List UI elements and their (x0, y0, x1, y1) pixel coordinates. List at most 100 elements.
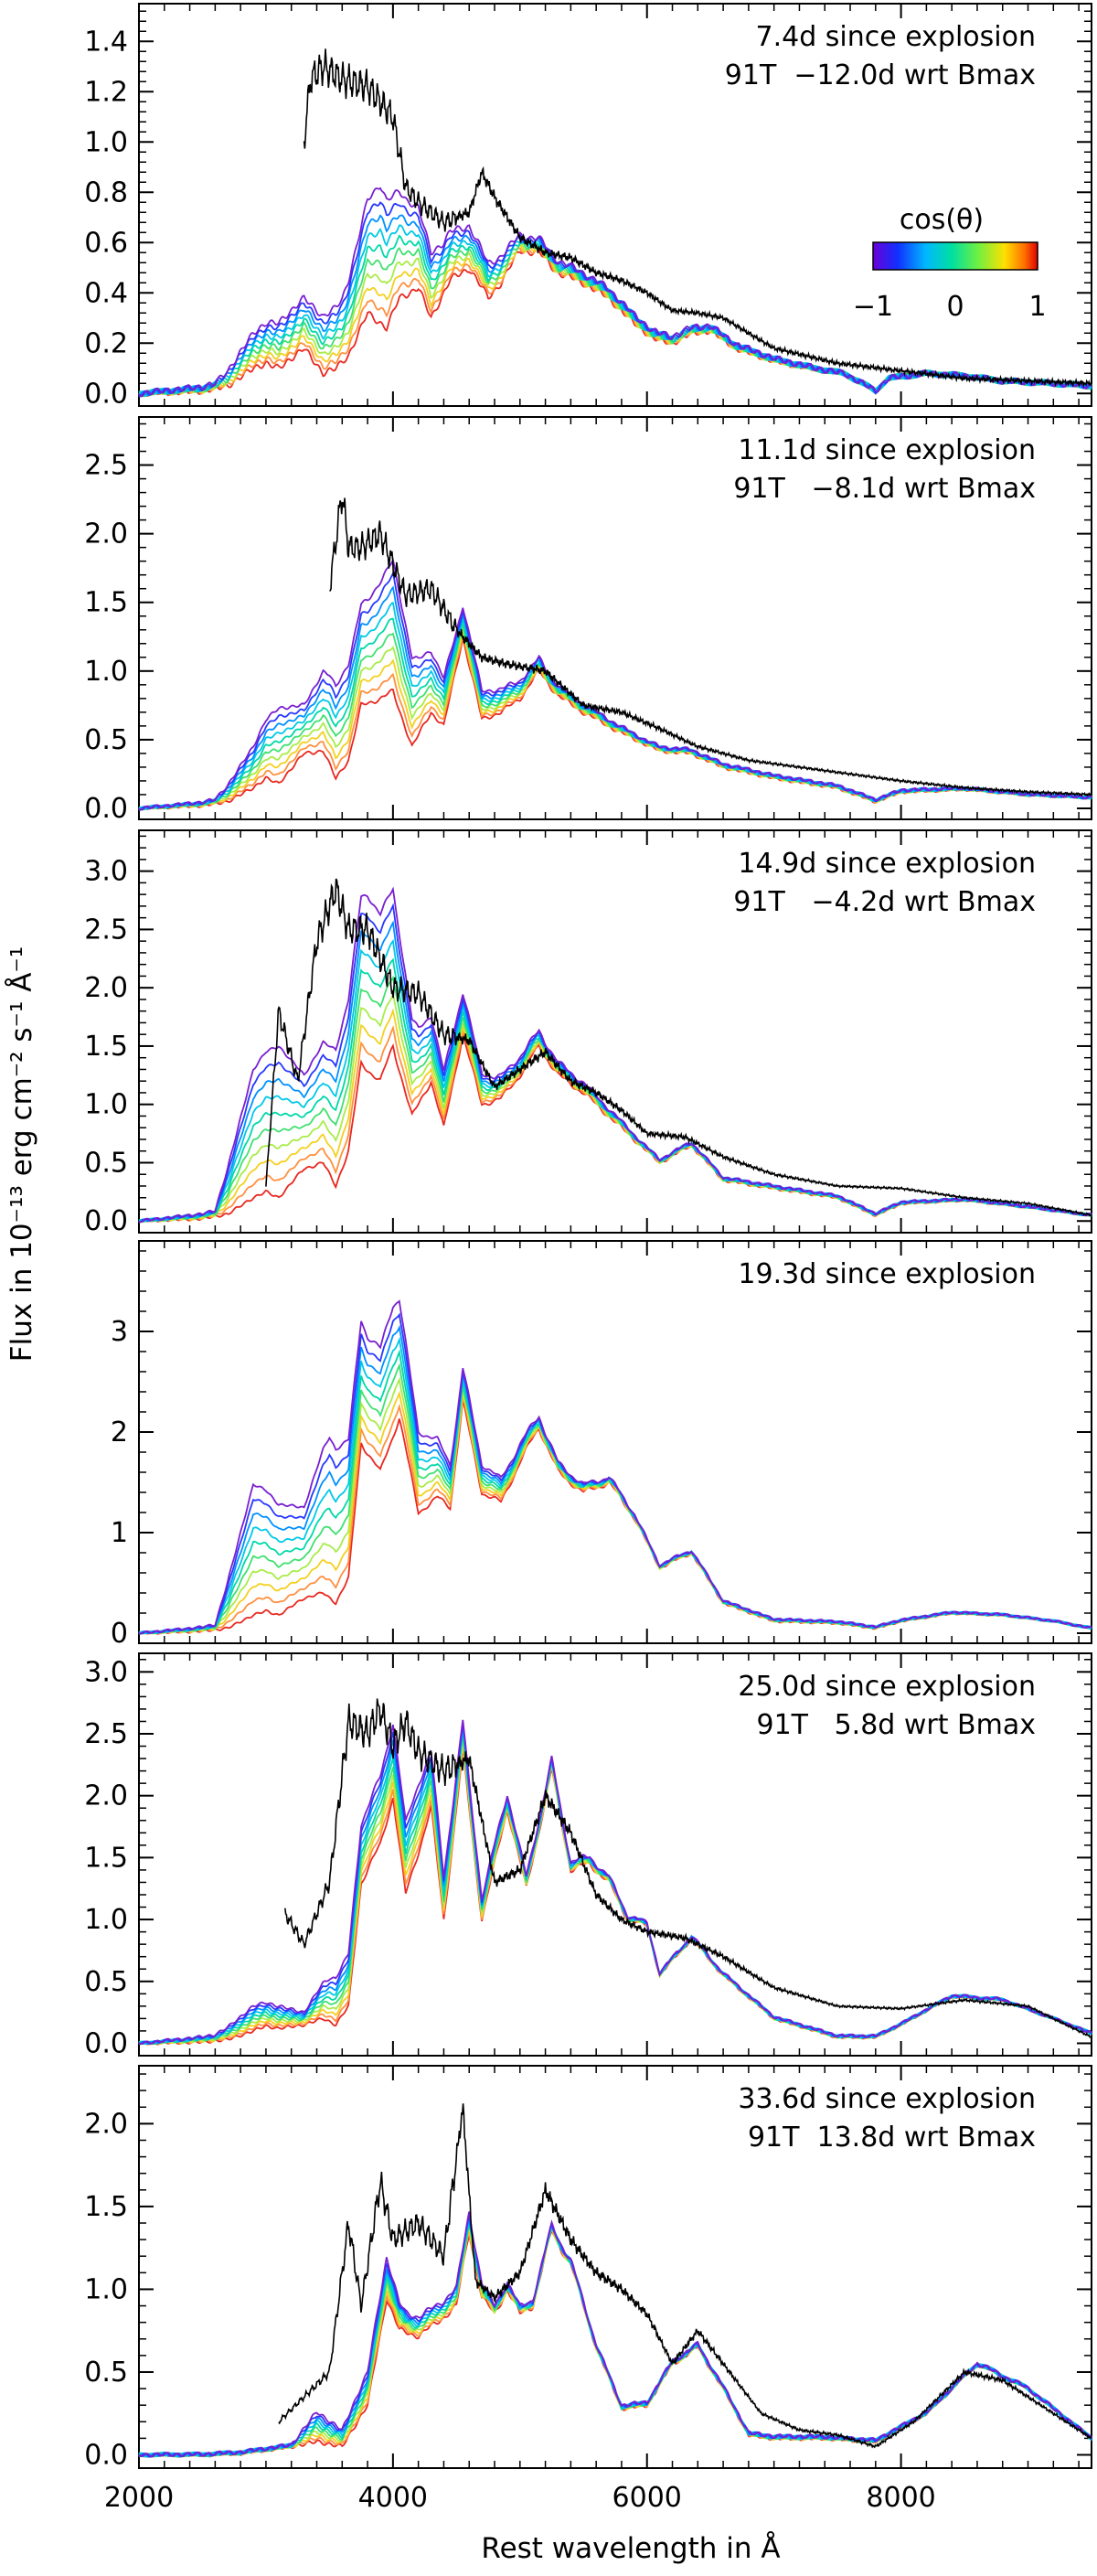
epoch-label: 11.1d since explosion (738, 434, 1036, 466)
epoch-label: 19.3d since explosion (738, 1258, 1036, 1290)
model-spectrum-line (138, 1722, 1092, 2046)
model-spectrum-line (138, 629, 1092, 811)
y-tick-label: 0.2 (84, 327, 128, 359)
model-spectrum-line (138, 2222, 1092, 2458)
y-tick-label: 1.5 (84, 1842, 128, 1874)
model-spectrum-line (138, 1025, 1092, 1224)
spectrum-panel: 0.0 0.5 1.0 1.5 2.0 2.5 3.0 14.9d since explosi… (84, 829, 1092, 1237)
epoch-label: 25.0d since explosion (738, 1671, 1036, 1703)
model-spectrum-line (138, 2218, 1092, 2458)
colorbar-gradient (872, 241, 1038, 271)
observed-spectrum-line (278, 2103, 1092, 2449)
y-tick-label: 0.0 (84, 1205, 128, 1237)
y-tick-label: 0.5 (84, 1147, 128, 1179)
y-tick-label: 0.0 (84, 2027, 128, 2059)
y-tick-label: 0.4 (84, 277, 128, 309)
y-tick-label: 3.0 (84, 1656, 128, 1688)
panel-frame (138, 1240, 1092, 1644)
panel-frame (138, 416, 1092, 820)
x-tick-label: 6000 (612, 2482, 682, 2514)
y-tick-label: 0.6 (84, 227, 128, 259)
y-tick-label: 2 (111, 1416, 128, 1448)
model-spectrum-line (138, 1363, 1092, 1635)
y-tick-label: 2.5 (84, 1718, 128, 1750)
panel-frame (138, 1652, 1092, 2057)
spectrum-panel: 0.0 0.2 0.4 0.6 0.8 1.0 1.2 1.4 7.4d since explo… (84, 3, 1092, 410)
x-tick-label: 2000 (104, 2482, 174, 2514)
y-tick-label: 1.5 (84, 587, 128, 619)
x-axis-label: Rest wavelength in Å (481, 2532, 780, 2565)
model-spectrum-line (139, 1312, 1092, 1635)
y-tick-label: 1.0 (84, 126, 128, 158)
model-spectrum-line (138, 886, 1092, 1224)
colorbar-tick-label: 0 (946, 291, 964, 323)
bmax-label: 91T 5.8d wrt Bmax (756, 1709, 1036, 1741)
y-tick-label: 1.0 (84, 1089, 128, 1121)
model-spectrum-line (138, 2220, 1092, 2458)
colorbar-tick-label: 1 (1028, 291, 1046, 323)
model-spectrum-line (138, 1299, 1092, 1635)
y-tick-label: 2.0 (84, 518, 128, 550)
model-spectrum-line (138, 2228, 1092, 2458)
model-spectrum-line (138, 1396, 1092, 1635)
x-tick-label: 4000 (358, 2482, 428, 2514)
colorbar-tick-label: −1 (853, 291, 893, 323)
y-tick-label: 1.0 (84, 2273, 128, 2305)
panels-group: 0.0 0.2 0.4 0.6 0.8 1.0 1.2 1.4 7.4d since explo… (84, 3, 1092, 2514)
model-spectrum-line (138, 903, 1092, 1224)
model-spectrum-line (138, 557, 1092, 811)
y-tick-label: 1.0 (84, 656, 128, 688)
y-tick-label: 0.8 (84, 176, 128, 208)
y-tick-label: 1.5 (84, 1031, 128, 1063)
model-spectrum-line (138, 201, 1092, 398)
observed-spectrum-line (284, 1698, 1092, 2038)
colorbar-label: cos(θ) (900, 204, 984, 236)
model-spectrum-line (138, 2224, 1092, 2458)
observed-spectrum-line (265, 878, 1092, 1217)
observed-spectrum-line (303, 48, 1092, 388)
epoch-label: 7.4d since explosion (755, 21, 1036, 53)
y-tick-label: 0.0 (84, 2440, 128, 2472)
panel-frame (138, 829, 1092, 1234)
bmax-label: 91T −4.2d wrt Bmax (733, 886, 1036, 918)
y-tick-label: 1.5 (84, 2191, 128, 2223)
y-tick-label: 0.0 (84, 793, 128, 825)
spectrum-panel: 0 1 2 3 19.3d since explosion (111, 1240, 1092, 1650)
y-tick-label: 0.0 (84, 378, 128, 410)
epoch-label: 33.6d since explosion (738, 2083, 1036, 2115)
y-tick-label: 1.0 (84, 1904, 128, 1936)
y-tick-label: 2.0 (84, 1780, 128, 1812)
model-spectrum-line (138, 633, 1092, 811)
bmax-label: 91T −8.1d wrt Bmax (733, 473, 1036, 505)
x-tick-label: 8000 (866, 2482, 935, 2514)
y-tick-label: 2.0 (84, 972, 128, 1004)
model-spectrum-line (138, 585, 1092, 811)
model-spectrum-line (138, 2222, 1092, 2458)
panel-frame (138, 3, 1092, 407)
y-tick-label: 1.2 (84, 76, 128, 108)
model-spectrum-line (138, 571, 1092, 811)
y-tick-label: 3 (111, 1316, 128, 1348)
y-tick-label: 3.0 (84, 856, 128, 888)
model-spectrum-line (138, 1376, 1092, 1635)
y-tick-label: 2.0 (84, 2108, 128, 2140)
y-tick-label: 2.5 (84, 914, 128, 946)
bmax-label: 91T 13.8d wrt Bmax (748, 2122, 1036, 2154)
spectrum-panel: 0.0 0.5 1.0 1.5 2.0 2000 4000 6000 8000 33.6d sin… (84, 2065, 1092, 2514)
bmax-label: 91T −12.0d wrt Bmax (725, 59, 1036, 91)
model-spectrum-line (138, 920, 1092, 1224)
model-spectrum-line (138, 1719, 1092, 2046)
y-tick-label: 2.5 (84, 450, 128, 482)
y-tick-label: 0.5 (84, 2357, 128, 2389)
epoch-label: 14.9d since explosion (738, 848, 1036, 880)
model-spectrum-line (138, 1349, 1092, 1635)
y-tick-label: 0.5 (84, 1966, 128, 1998)
spectrum-panel: 0.0 0.5 1.0 1.5 2.0 2.5 11.1d since explosion 9… (84, 416, 1092, 825)
y-tick-label: 0.5 (84, 724, 128, 756)
model-spectrum-line (138, 957, 1092, 1223)
observed-spectrum-line (329, 497, 1092, 797)
y-tick-label: 1.4 (84, 26, 128, 58)
spectrum-panel: 0.0 0.5 1.0 1.5 2.0 2.5 3.0 25.0d since explosi… (84, 1652, 1092, 2059)
panel-frame (138, 2065, 1092, 2469)
model-spectrum-line (138, 1390, 1092, 1635)
